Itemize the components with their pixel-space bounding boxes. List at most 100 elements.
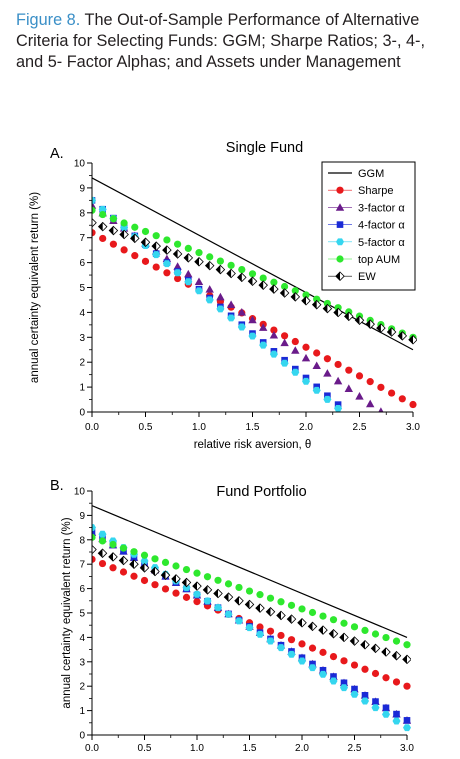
- chart2-series-5-factor-point: [298, 657, 306, 665]
- chart1-x-tick-label: 1.0: [192, 422, 206, 433]
- chart1-legend-entry-5-factor: 5-factor α: [328, 237, 405, 249]
- chart2-series-5-factor-point: [340, 684, 348, 692]
- chart2-series-ew-point: [118, 555, 129, 566]
- chart1-series-ew-point: [204, 260, 215, 271]
- chart1-legend: GGM Sharpe 3-factor α 4-factor α 5-factor α t…: [321, 161, 416, 291]
- chart1-series-sharpe-point: [334, 360, 342, 369]
- chart2-x-tick-label: 2.5: [348, 743, 362, 754]
- chart2-series-ew-point: [234, 596, 244, 606]
- chart1-series-sharpe-point: [152, 263, 160, 271]
- chart2-series-4-factor-point: [361, 692, 369, 699]
- chart1-y-tick-label: 9: [79, 183, 85, 194]
- chart2-series-top-aum-point: [319, 612, 327, 620]
- chart2-y-tick-label: 2: [79, 682, 85, 693]
- chart1-series-3-factor-point: [216, 292, 225, 301]
- chart2-series-ew-point: [223, 592, 234, 602]
- chart1-y-tick-label: 8: [79, 208, 85, 219]
- chart2-series-ew-point: [349, 636, 360, 646]
- chart1-legend-swatch: [336, 238, 344, 246]
- chart1-series-top-aum-point: [248, 270, 257, 278]
- chart1-legend-entry-4-factor: 4-factor α: [328, 220, 405, 232]
- chart1-x-tick-label: 2.0: [299, 422, 313, 433]
- chart1-y-tick-label: 6: [79, 258, 85, 269]
- chart1-series-ew-point: [354, 315, 365, 326]
- chart1-series-top-aum-point: [174, 240, 182, 248]
- chart1-y-tick-label: 0: [79, 408, 85, 419]
- chart2-series-top-aum-point: [224, 580, 233, 588]
- chart1-series-3-factor-point: [291, 346, 300, 354]
- chart2-series-ew-point: [108, 552, 118, 562]
- chart2-series-sharpe-point: [329, 652, 338, 661]
- chart2-series-top-aum-point: [140, 551, 149, 559]
- chart2-series-sharpe-point: [266, 627, 275, 635]
- chart1-title: Single Fund: [226, 140, 303, 156]
- chart1-y-tick-label: 10: [74, 159, 86, 170]
- chart1-legend-entry-sharpe: Sharpe: [328, 185, 393, 197]
- chart1-series-top-aum-point: [163, 236, 171, 244]
- chart2-series-ew-point: [381, 647, 391, 657]
- chart1-series-top-aum-point: [216, 257, 224, 265]
- chart1-series-ew-point: [215, 264, 226, 275]
- chart2-series-5-factor-point: [287, 650, 296, 658]
- chart2-series-sharpe-point: [350, 661, 359, 669]
- chart1-y-tick-label: 7: [79, 233, 85, 244]
- chart2-series-top-aum-point: [130, 548, 138, 556]
- chart2-series-top-aum-point: [172, 562, 180, 570]
- chart2-series-4-factor-point: [340, 679, 348, 687]
- chart1-x-tick-label: 2.5: [353, 422, 367, 433]
- chart1-series-5-factor-point: [184, 278, 193, 286]
- chart1-legend-swatch: [336, 186, 344, 194]
- chart2-series-sharpe-point: [308, 644, 317, 652]
- chart1-series-5-factor-point: [259, 341, 268, 349]
- chart1-series-3-factor-point: [378, 407, 384, 412]
- chart1-series-top-aum-point: [302, 291, 310, 299]
- chart2-y-axis-label: annual certainty equivalent return (%): [61, 517, 73, 708]
- chart2-series-top-aum-point: [392, 637, 401, 645]
- chart1-series-5-factor-point: [173, 269, 182, 277]
- chart1-series-5-factor-point: [280, 359, 289, 367]
- chart2-series-ew-point: [328, 628, 339, 639]
- chart1-legend-label: 3-factor α: [358, 202, 405, 214]
- chart2-series-ew: [92, 544, 411, 665]
- chart1-series-3-factor-point: [92, 201, 97, 209]
- chart2-series-ew-point: [402, 654, 411, 665]
- chart1-series-3-factor-point: [269, 330, 279, 339]
- chart1-series-sharpe-point: [92, 229, 96, 237]
- chart2-series-top-aum-point: [151, 555, 159, 563]
- chart2-series-top-aum-point: [98, 537, 107, 545]
- chart1-series-3-factor-point: [323, 369, 332, 377]
- chart1-series-3-factor-point: [226, 300, 236, 308]
- chart2-series-top-aum-point: [350, 623, 359, 631]
- chart1-series-sharpe-point: [409, 400, 417, 409]
- chart1-series-ew-point: [290, 292, 301, 302]
- chart2-series-top-aum-point: [245, 587, 254, 595]
- chart2-series-5-factor-point: [245, 624, 254, 632]
- chart2-series-5-factor-point: [140, 557, 149, 565]
- chart2-series-5-factor: [92, 524, 411, 732]
- chart1-series-ew: [92, 217, 417, 345]
- chart1-series-5-factor-point: [312, 386, 321, 394]
- chart1-legend-label: EW: [358, 271, 376, 283]
- chart1-series-sharpe-point: [398, 395, 406, 403]
- chart2-y-tick-label: 8: [79, 535, 85, 546]
- chart1-legend-swatch: [336, 255, 344, 263]
- chart1-series-top-aum-point: [195, 249, 203, 257]
- chart1-series-top-aum-point: [109, 215, 117, 223]
- chart1-series-5-factor-point: [334, 404, 343, 412]
- chart1-series-3-factor-point: [366, 399, 375, 408]
- chart2-series-ew-point: [391, 650, 402, 661]
- chart2-series-ggm: [92, 505, 408, 638]
- chart2-series-5-factor-point: [308, 664, 317, 672]
- chart1-y-tick-label: 3: [79, 333, 85, 344]
- chart1-series-3-factor-point: [333, 376, 343, 385]
- chart1-series-5-factor-point: [291, 368, 300, 376]
- chart1-series-5-factor-point: [269, 350, 278, 358]
- chart2-series-sharpe-point: [130, 572, 138, 580]
- chart2-series-ew-point: [339, 632, 349, 643]
- chart1-series-top-aum-point: [227, 261, 235, 269]
- chart2-series-5-factor-point: [392, 717, 401, 725]
- chart1-series-sharpe-point: [377, 383, 385, 391]
- chart1-series-top-aum-point: [99, 210, 107, 219]
- chart2-series-sharpe-point: [182, 593, 191, 601]
- chart1-legend-label: GGM: [358, 168, 384, 180]
